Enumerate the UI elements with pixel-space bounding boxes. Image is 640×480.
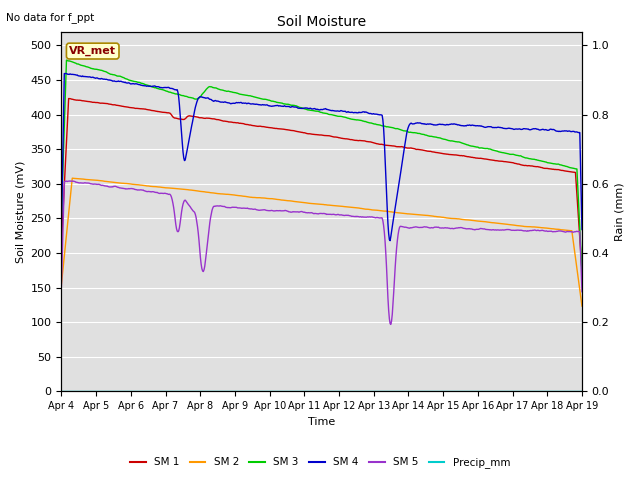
SM 5 [387, 322, 395, 327]
SM 1 [578, 268, 586, 274]
SM 4 [385, 237, 393, 242]
Y-axis label: Soil Moisture (mV): Soil Moisture (mV) [15, 160, 25, 263]
SM 1 [401, 144, 408, 150]
Text: No data for f_ppt: No data for f_ppt [6, 12, 95, 23]
SM 1 [174, 116, 182, 121]
Line: SM 1: SM 1 [61, 98, 582, 271]
SM 5 [68, 178, 76, 184]
SM 3 [202, 87, 209, 93]
Line: SM 2: SM 2 [61, 178, 582, 306]
SM 4 [202, 96, 209, 101]
SM 1 [202, 116, 209, 121]
SM 5 [58, 284, 65, 289]
Precip_mm [173, 388, 181, 394]
SM 3 [68, 59, 76, 64]
SM 2 [578, 303, 586, 309]
SM 3 [63, 57, 70, 63]
Y-axis label: Rain (mm): Rain (mm) [615, 182, 625, 241]
SM 2 [174, 186, 182, 192]
SM 2 [67, 190, 75, 195]
Line: SM 4: SM 4 [61, 73, 582, 240]
Line: SM 5: SM 5 [61, 181, 582, 324]
SM 1 [58, 241, 65, 247]
SM 1 [68, 96, 76, 102]
SM 5 [202, 258, 209, 264]
SM 1 [121, 104, 129, 109]
SM 3 [401, 128, 408, 134]
SM 3 [58, 212, 65, 217]
SM 1 [385, 143, 393, 148]
SM 5 [121, 186, 129, 192]
SM 2 [385, 209, 393, 215]
SM 5 [67, 178, 74, 184]
Precip_mm [400, 388, 408, 394]
SM 3 [385, 124, 393, 130]
SM 3 [121, 76, 129, 82]
SM 3 [174, 91, 182, 97]
SM 2 [58, 282, 65, 288]
Precip_mm [201, 388, 209, 394]
SM 5 [174, 229, 182, 235]
Precip_mm [58, 388, 65, 394]
SM 4 [578, 227, 586, 232]
SM 2 [68, 175, 76, 181]
SM 4 [121, 79, 129, 85]
X-axis label: Time: Time [308, 417, 335, 427]
SM 5 [401, 224, 409, 230]
Legend: SM 1, SM 2, SM 3, SM 4, SM 5, Precip_mm: SM 1, SM 2, SM 3, SM 4, SM 5, Precip_mm [125, 453, 515, 472]
SM 4 [58, 229, 65, 235]
SM 4 [174, 90, 182, 96]
SM 1 [65, 96, 72, 101]
Precip_mm [385, 388, 392, 394]
SM 4 [61, 71, 69, 76]
SM 3 [578, 270, 586, 276]
SM 5 [385, 316, 393, 322]
SM 4 [68, 72, 76, 77]
Text: VR_met: VR_met [69, 46, 116, 56]
SM 5 [578, 289, 586, 295]
Precip_mm [578, 388, 586, 394]
SM 4 [387, 238, 394, 243]
SM 2 [202, 189, 209, 195]
SM 2 [121, 180, 129, 186]
SM 2 [401, 211, 408, 216]
Precip_mm [67, 388, 75, 394]
Line: SM 3: SM 3 [61, 60, 582, 273]
SM 4 [401, 139, 409, 145]
Title: Soil Moisture: Soil Moisture [277, 15, 366, 29]
Precip_mm [120, 388, 128, 394]
